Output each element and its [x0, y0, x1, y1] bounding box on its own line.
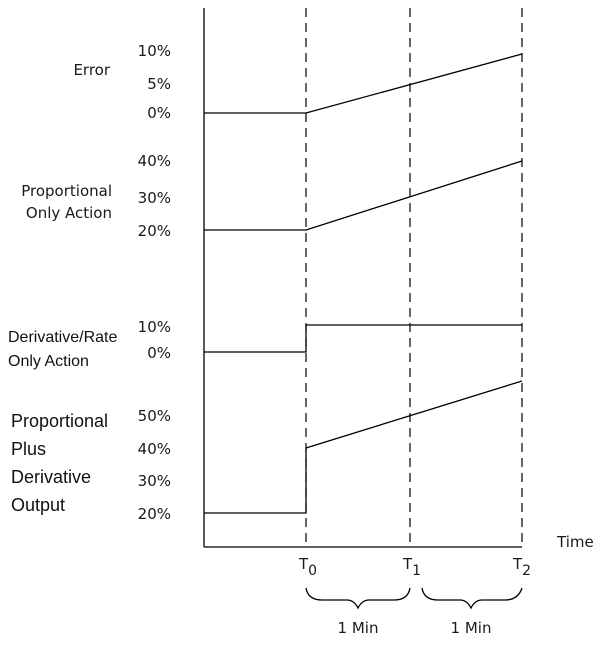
error-tick-label: 10% [138, 42, 171, 60]
derivative-label-line1: Derivative/Rate [8, 329, 117, 346]
derivative-tick-label: 0% [147, 344, 171, 362]
t2-label: T2 [512, 555, 531, 579]
proportional-tick-label: 40% [138, 152, 171, 170]
interval-brace-2 [421, 587, 523, 610]
proportional-label-line2: Only Action [26, 204, 112, 222]
pd-tick-label: 30% [138, 472, 171, 490]
interval-label-2: 1 Min [451, 619, 492, 637]
pd-tick-label: 40% [138, 440, 171, 458]
error-tick-label: 0% [147, 104, 171, 122]
proportional-trace [204, 160, 523, 231]
error-label: Error [73, 61, 110, 79]
time-axis-label: Time [556, 533, 594, 551]
pd-label-line1: Proportional [11, 411, 108, 431]
derivative-trace [204, 324, 522, 353]
proportional-label-line1: Proportional [21, 182, 112, 200]
proportional-tick-label: 20% [138, 222, 171, 240]
interval-label-1: 1 Min [338, 619, 379, 637]
pd-tick-label: 50% [138, 407, 171, 425]
pd-label-line3: Derivative [11, 467, 91, 487]
pd-output-trace [204, 380, 523, 514]
error-trace [204, 53, 523, 114]
pd-label-line2: Plus [11, 439, 46, 459]
pd-label-line4: Output [11, 495, 65, 515]
proportional-tick-label: 30% [138, 189, 171, 207]
error-tick-label: 5% [147, 75, 171, 93]
t1-label: T1 [402, 555, 421, 579]
interval-brace-1 [305, 587, 411, 610]
t0-label: T0 [298, 555, 317, 579]
derivative-label-line2: Only Action [8, 353, 89, 370]
derivative-tick-label: 10% [138, 318, 171, 336]
pd-tick-label: 20% [138, 505, 171, 523]
